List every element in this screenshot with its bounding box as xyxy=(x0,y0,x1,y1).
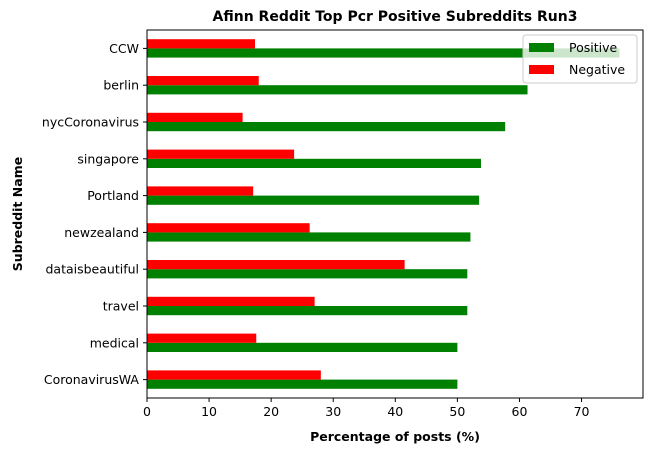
y-tick-label-newzealand: newzealand xyxy=(64,225,139,240)
y-tick-label-nyccoronavirus: nycCoronavirus xyxy=(42,115,139,130)
bar-negative-portland xyxy=(147,186,254,196)
legend: Positive Negative xyxy=(522,34,638,84)
y-tick-label-ccw: CCW xyxy=(109,41,139,56)
bar-negative-newzealand xyxy=(147,223,310,233)
x-tick-label-40: 40 xyxy=(387,404,403,419)
legend-label-positive: Positive xyxy=(569,40,617,55)
y-tick-label-portland: Portland xyxy=(87,188,139,203)
x-tick-label-70: 70 xyxy=(574,404,590,419)
y-axis: CoronavirusWA medical travel dataisbeautifu… xyxy=(42,41,147,387)
y-axis-label: Subreddit Name xyxy=(10,157,25,271)
x-tick-label-20: 20 xyxy=(263,404,279,419)
x-tick-label-50: 50 xyxy=(449,404,465,419)
y-tick-label-coronaviruswa: CoronavirusWA xyxy=(44,372,140,387)
bar-negative-medical xyxy=(147,333,257,343)
legend-swatch-positive xyxy=(529,43,554,52)
bar-positive-newzealand xyxy=(147,232,471,242)
x-axis-label: Percentage of posts (%) xyxy=(310,429,480,444)
x-tick-label-0: 0 xyxy=(143,404,151,419)
x-tick-label-30: 30 xyxy=(325,404,341,419)
bar-positive-medical xyxy=(147,342,458,352)
y-tick-label-singapore: singapore xyxy=(77,151,139,166)
y-tick-label-medical: medical xyxy=(90,335,139,350)
legend-label-negative: Negative xyxy=(569,62,625,77)
x-axis: 0 10 20 30 40 50 60 70 xyxy=(143,398,590,419)
bar-positive-dataisbeautiful xyxy=(147,269,468,279)
bar-positive-singapore xyxy=(147,158,481,168)
bar-negative-ccw xyxy=(147,39,256,49)
bar-negative-coronaviruswa xyxy=(147,370,321,380)
bar-positive-coronaviruswa xyxy=(147,379,458,389)
bar-negative-berlin xyxy=(147,76,259,86)
bar-positive-travel xyxy=(147,306,468,316)
bar-negative-travel xyxy=(147,296,315,306)
bar-negative-singapore xyxy=(147,149,295,159)
bars-layer xyxy=(147,39,620,389)
y-tick-label-travel: travel xyxy=(103,299,139,314)
y-tick-label-dataisbeautiful: dataisbeautiful xyxy=(45,262,139,277)
bar-positive-ccw xyxy=(147,48,620,58)
legend-swatch-negative xyxy=(529,65,554,74)
x-tick-label-60: 60 xyxy=(512,404,528,419)
bar-positive-portland xyxy=(147,195,480,205)
bar-positive-nyccoronavirus xyxy=(147,122,506,132)
chart-title: Afinn Reddit Top Pcr Positive Subreddits… xyxy=(213,9,578,25)
bar-positive-berlin xyxy=(147,85,528,95)
y-tick-label-berlin: berlin xyxy=(103,78,139,93)
bar-negative-dataisbeautiful xyxy=(147,260,405,270)
x-tick-label-10: 10 xyxy=(201,404,217,419)
bar-negative-nyccoronavirus xyxy=(147,112,243,122)
